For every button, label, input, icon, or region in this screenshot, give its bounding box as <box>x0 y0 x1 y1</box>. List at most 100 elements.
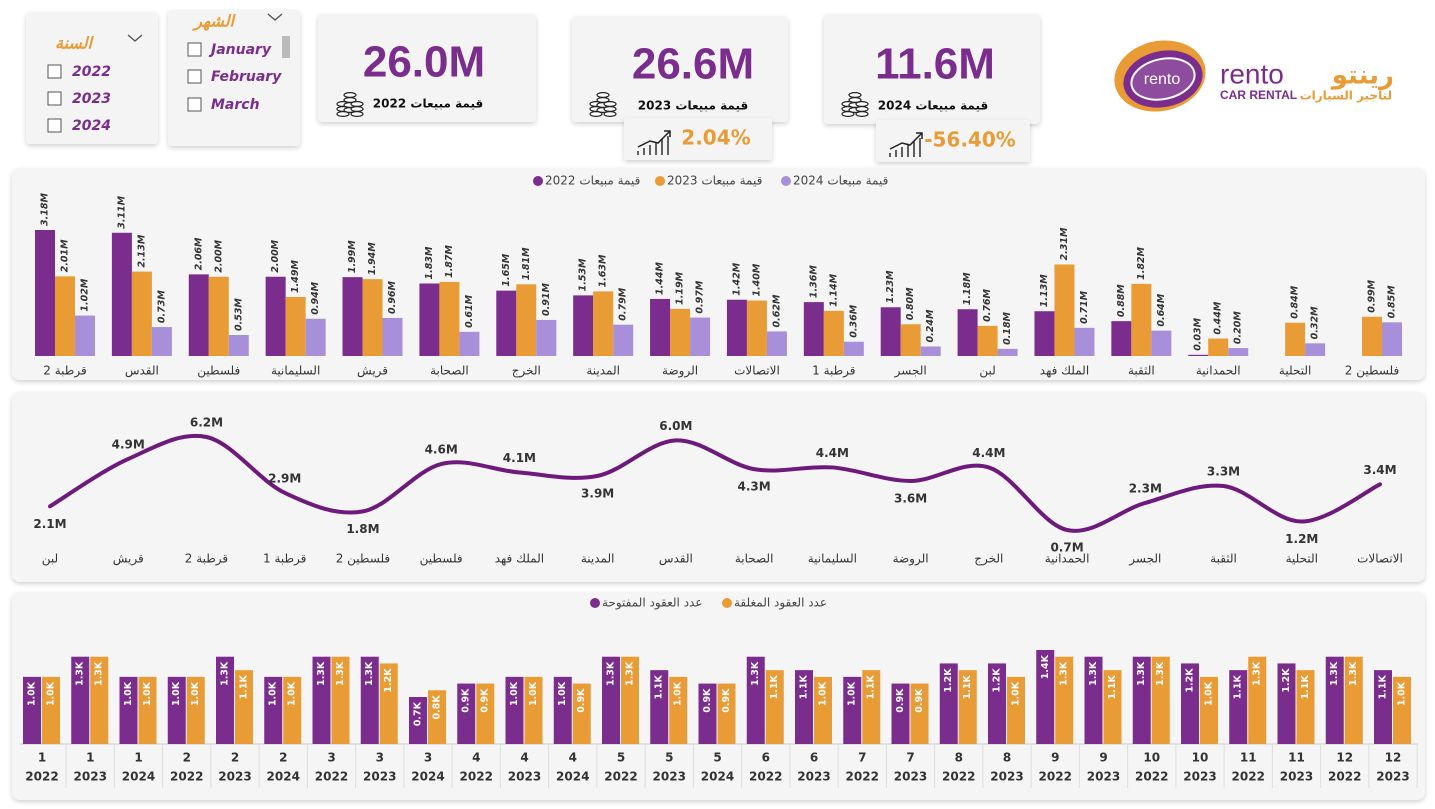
data-label: 0.94M <box>310 281 321 314</box>
data-label: 2.1M <box>33 517 66 531</box>
line <box>48 433 1382 533</box>
x-tick-label: الصحابة <box>430 364 469 378</box>
data-label: 1.49M <box>290 260 301 293</box>
logo-tagline: CAR RENTAL <box>1220 88 1297 102</box>
data-label: 1.0K <box>847 681 858 706</box>
data-label: 0.97M <box>695 280 706 313</box>
coin-icon <box>855 100 869 107</box>
slicer-item[interactable]: 2024 <box>72 118 111 134</box>
data-label: 1.3K <box>220 661 231 686</box>
bar <box>264 676 283 744</box>
data-label: 0.9K <box>895 688 906 713</box>
data-label: 1.3K <box>606 661 617 686</box>
data-label: 1.0K <box>673 681 684 706</box>
data-label: 0.8K <box>432 695 443 720</box>
bar <box>939 663 958 744</box>
checkbox[interactable] <box>47 91 62 106</box>
bar <box>524 676 543 744</box>
x-tick-label: 11 <box>1240 751 1257 765</box>
bar <box>977 325 998 356</box>
slicer-item[interactable]: 2022 <box>72 64 111 80</box>
coin-icon <box>603 110 617 117</box>
slicer-item[interactable]: March <box>211 97 260 113</box>
slicer-item[interactable]: 2023 <box>72 91 111 107</box>
bar <box>439 281 460 356</box>
slicer-item[interactable]: February <box>211 69 282 85</box>
x-tick-label: 2023 <box>1376 770 1409 784</box>
data-label: 0.36M <box>848 304 859 337</box>
x-tick-label: 1 <box>38 751 46 765</box>
checkbox[interactable] <box>187 42 202 57</box>
data-label: 1.44M <box>655 262 666 295</box>
data-label: 1.3K <box>1136 661 1147 686</box>
x-tick-label: السليمانية <box>271 364 320 378</box>
bar <box>997 348 1018 356</box>
kpi-label: قيمة مبيعات 2022 <box>373 97 483 111</box>
x-tick-label: 2023 <box>74 770 107 784</box>
bar <box>167 676 186 744</box>
data-label: 1.2K <box>1185 668 1196 693</box>
logo-mark: rento <box>1144 71 1181 88</box>
data-label: 1.42M <box>731 262 742 295</box>
kpi-label: قيمة مبيعات 2024 <box>878 99 988 113</box>
chevron[interactable] <box>127 34 143 42</box>
bar <box>428 690 446 744</box>
bar <box>795 670 813 744</box>
x-tick-label: التحلية <box>1279 364 1311 378</box>
bar <box>516 284 537 356</box>
data-label: 1.53M <box>578 258 589 291</box>
bar <box>1188 354 1209 356</box>
scrollbar[interactable] <box>282 36 290 58</box>
data-label: 3.9M <box>581 486 614 500</box>
data-label: 1.1K <box>1300 675 1311 700</box>
bar <box>803 302 824 356</box>
bar <box>228 335 249 356</box>
coin-icon <box>855 110 869 117</box>
data-label: 1.0K <box>268 681 279 706</box>
data-label: 1.19M <box>675 271 686 304</box>
x-tick-label: 8 <box>955 751 963 765</box>
x-tick-label: الخرج <box>974 552 1003 567</box>
data-label: 0.62M <box>771 294 782 327</box>
data-label: 1.0K <box>171 681 182 706</box>
data-label: 4.4M <box>816 446 849 460</box>
data-label: 1.81M <box>521 247 532 280</box>
legend-marker <box>722 598 732 608</box>
bar <box>476 683 495 744</box>
bar <box>958 670 977 744</box>
bar <box>1181 663 1199 744</box>
bar <box>1362 316 1382 356</box>
x-tick-label: 10 <box>1143 751 1160 765</box>
checkbox[interactable] <box>187 69 202 84</box>
checkbox[interactable] <box>187 97 202 112</box>
bar <box>900 324 921 356</box>
data-label: 0.03M <box>1193 317 1204 350</box>
x-tick-label: قريش <box>113 552 144 567</box>
chevron[interactable] <box>267 13 283 21</box>
x-tick-label: 2022 <box>604 770 637 784</box>
x-tick-label: الجسر <box>894 364 927 379</box>
x-tick-label: الاتصالات <box>734 364 780 378</box>
data-label: 0.76M <box>982 288 993 321</box>
x-tick-label: المدينة <box>586 364 620 378</box>
data-label: 1.0K <box>287 681 298 706</box>
bar <box>360 656 379 744</box>
x-tick-label: 9 <box>1099 751 1107 765</box>
x-tick-label: 2022 <box>25 770 58 784</box>
checkbox[interactable] <box>47 64 62 79</box>
bar <box>843 341 864 356</box>
slicer-item[interactable]: January <box>208 42 272 58</box>
bar <box>1151 656 1170 744</box>
x-tick-label: 2023 <box>990 770 1023 784</box>
bar <box>746 300 767 356</box>
bar <box>305 318 326 356</box>
x-tick-label: 1 <box>134 751 142 765</box>
bar <box>1277 663 1296 744</box>
bar <box>151 327 172 356</box>
data-label: 0.64M <box>1156 293 1167 326</box>
bar <box>283 676 302 744</box>
kpi-card <box>572 16 788 122</box>
bar <box>1007 676 1025 744</box>
checkbox[interactable] <box>47 118 62 133</box>
x-tick-label: 2022 <box>315 770 348 784</box>
